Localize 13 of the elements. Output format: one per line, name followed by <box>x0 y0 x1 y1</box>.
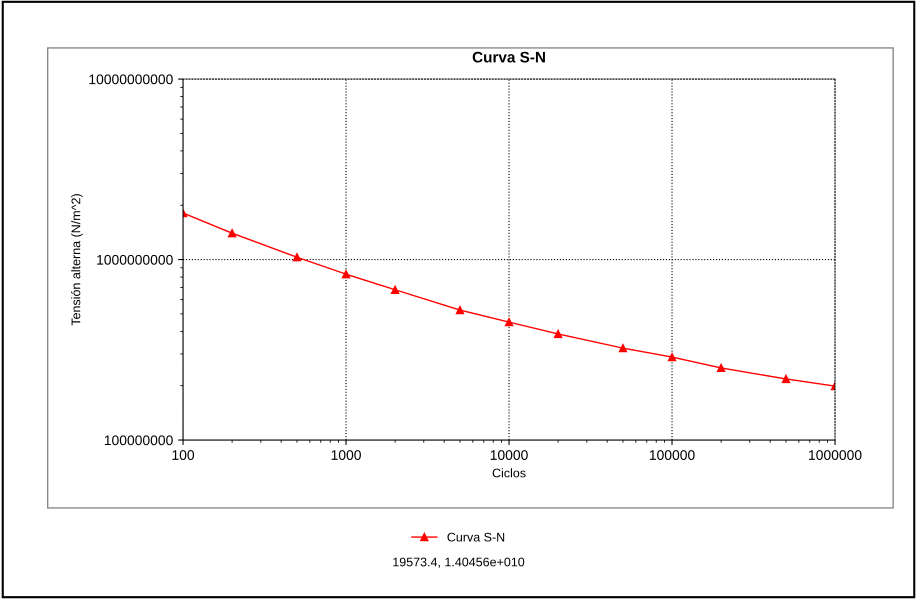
y-tick-label: 1000000000 <box>97 254 173 265</box>
y-axis-title: Tensión alterna (N/m^2) <box>71 194 83 326</box>
y-tick-label: 10000000000 <box>89 74 173 84</box>
text: 19573.4, 1.40456e+010 <box>393 558 524 568</box>
x-tick-label: 1000000 <box>809 450 862 460</box>
chart-title: Curva S-N <box>472 52 545 63</box>
legend-label: Curva S-N <box>447 532 504 542</box>
x-tick-label: 1000 <box>332 450 361 460</box>
x-tick-label: 10000 <box>490 450 528 460</box>
x-axis-title: Ciclos <box>492 468 526 478</box>
x-tick-label: 100000 <box>650 450 695 460</box>
x-tick-label: 100 <box>172 450 194 460</box>
y-tick-label: 100000000 <box>104 435 173 446</box>
